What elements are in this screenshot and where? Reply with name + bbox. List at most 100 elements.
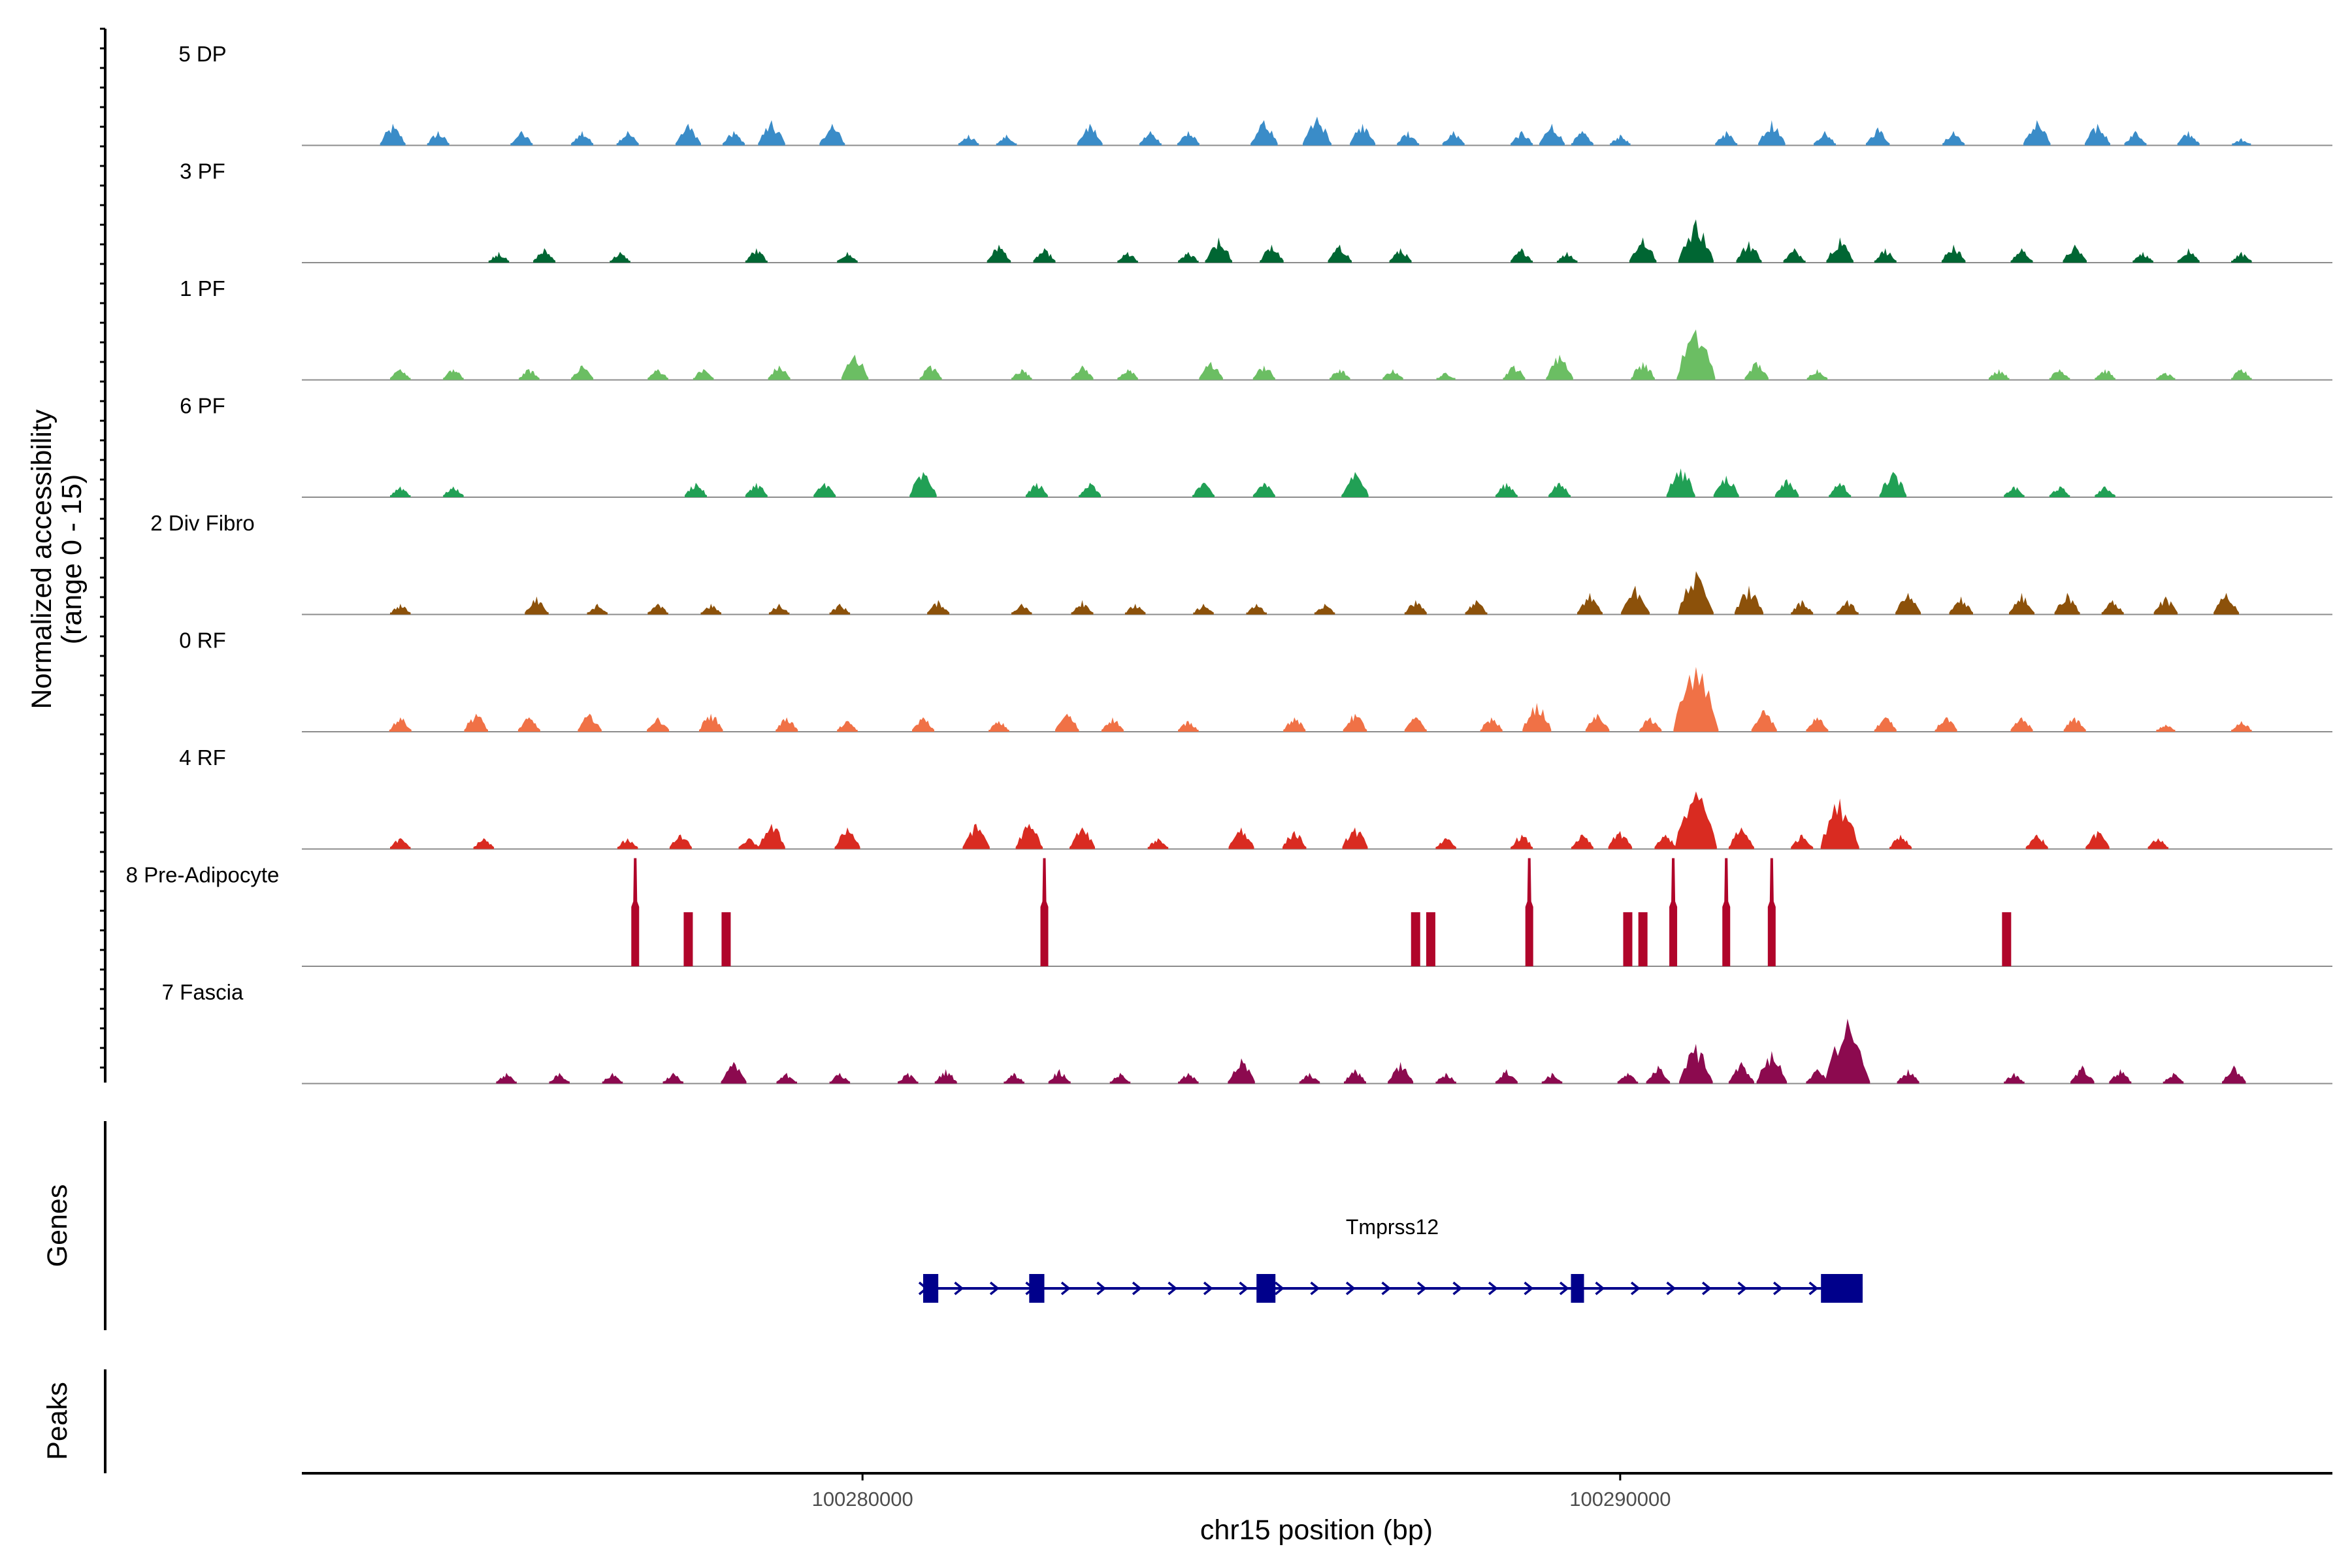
coverage-peak xyxy=(1260,244,1284,263)
track-8-pre-adipocyte: 8 Pre-Adipocyte xyxy=(126,858,2332,967)
track-label: 7 Fascia xyxy=(162,980,244,1004)
coverage-peak xyxy=(2063,244,2087,263)
exon-block xyxy=(1571,1274,1584,1303)
coverage-peak xyxy=(1435,838,1456,849)
coverage-peak xyxy=(1736,240,1762,263)
exon-block xyxy=(1821,1274,1863,1303)
coverage-peak xyxy=(962,823,990,849)
coverage-peak xyxy=(1744,361,1769,380)
coverage-peak xyxy=(1341,472,1369,497)
track-1-pf: 1 PF xyxy=(180,276,2332,381)
coverage-peak xyxy=(473,838,495,849)
coverage-peak xyxy=(683,912,693,966)
coverage-peak xyxy=(2023,120,2051,146)
strand-arrow xyxy=(1452,1281,1463,1296)
coverage-peak xyxy=(1836,600,1859,615)
coverage-peak xyxy=(2156,372,2176,380)
coverage-peak xyxy=(829,604,851,615)
coverage-peak xyxy=(496,1073,517,1084)
coverage-peak xyxy=(1666,468,1695,497)
track-4-rf: 4 RF xyxy=(179,745,2332,850)
coverage-peak xyxy=(1949,596,1973,615)
coverage-peak xyxy=(2156,725,2176,732)
coverage-peak xyxy=(1678,571,1714,615)
coverage-peak xyxy=(1556,252,1578,263)
coverage-peak xyxy=(768,604,790,615)
track-2-div-fibro: 2 Div Fibro xyxy=(150,511,2332,615)
coverage-peak xyxy=(1246,604,1267,615)
strand-arrow xyxy=(1772,1281,1783,1296)
coverage-peak xyxy=(1674,791,1717,849)
coverage-peak xyxy=(1638,912,1648,966)
coverage-peak xyxy=(1442,131,1465,146)
coverage-peak xyxy=(2177,131,2200,146)
coverage-peak xyxy=(927,600,950,615)
track-0-rf: 0 RF xyxy=(179,629,2332,732)
coverage-peak xyxy=(1897,1069,1919,1084)
genes-axis-title: Genes xyxy=(42,1184,73,1267)
coverage-peak xyxy=(1025,482,1048,497)
coverage-peak xyxy=(675,123,701,146)
coverage-peak xyxy=(1397,131,1420,146)
coverage-peak xyxy=(745,248,768,263)
coverage-peak xyxy=(1806,717,1829,732)
x-tick-label: 100280000 xyxy=(812,1488,913,1511)
track-label: 6 PF xyxy=(180,394,225,418)
coverage-peak xyxy=(525,596,549,615)
coverage-peak xyxy=(1071,600,1094,615)
coverage-peak xyxy=(1048,1069,1071,1084)
coverage-peak xyxy=(587,604,608,615)
coverage-peak xyxy=(443,369,464,380)
strand-arrow xyxy=(1310,1281,1320,1296)
coverage-peak xyxy=(2049,369,2070,380)
coverage-peak xyxy=(819,123,845,146)
coverage-peak xyxy=(2132,252,2153,263)
strand-arrow xyxy=(1737,1281,1748,1296)
coverage-peak xyxy=(1388,1062,1414,1084)
coverage-peak xyxy=(1639,717,1662,732)
coverage-peak xyxy=(837,252,858,263)
coverage-peak xyxy=(1585,713,1610,732)
coverage-peak xyxy=(2085,830,2110,849)
coverage-peak xyxy=(2054,593,2080,615)
track-7-fascia: 7 Fascia xyxy=(162,980,2332,1085)
coverage-peak xyxy=(2231,252,2252,263)
coverage-peak xyxy=(1722,858,1731,966)
coverage-peak xyxy=(693,369,714,380)
coverage-peak xyxy=(1679,1043,1713,1084)
coverage-peak xyxy=(2070,1065,2095,1084)
strand-arrow xyxy=(1808,1281,1819,1296)
coverage-peak xyxy=(1631,361,1655,380)
coverage-peak xyxy=(1751,710,1777,732)
coverage-peak xyxy=(488,252,510,263)
coverage-peak xyxy=(745,482,768,497)
coverage-peak xyxy=(2095,486,2115,497)
coverage-peak xyxy=(934,1069,957,1084)
coverage-peak xyxy=(1511,834,1533,849)
coverage-peak xyxy=(1715,131,1738,146)
coverage-peak xyxy=(1033,248,1056,263)
exon-block xyxy=(1029,1274,1045,1303)
coverage-peak xyxy=(1124,604,1146,615)
coverage-peak xyxy=(1503,365,1526,380)
strand-arrow xyxy=(954,1281,964,1296)
coverage-peak xyxy=(1283,717,1306,732)
coverage-peak xyxy=(1525,858,1533,966)
coverage-peak xyxy=(1826,237,1854,263)
coverage-peak xyxy=(738,838,759,849)
coverage-peak xyxy=(549,1073,570,1084)
coverage-peak xyxy=(616,131,639,146)
coverage-peak xyxy=(2095,369,2115,380)
coverage-peak xyxy=(571,365,594,380)
coverage-peak xyxy=(1806,369,1828,380)
coverage-peak xyxy=(464,713,488,732)
coverage-peak xyxy=(1252,365,1275,380)
coverage-peak xyxy=(1069,827,1095,849)
coverage-peak xyxy=(988,721,1009,732)
coverage-peak xyxy=(1829,482,1852,497)
coverage-peak xyxy=(2232,138,2251,146)
coverage-peak xyxy=(1756,1051,1788,1084)
track-3-pf: 3 PF xyxy=(180,159,2332,263)
coverage-peak xyxy=(1077,123,1103,146)
coverage-peak xyxy=(2101,600,2124,615)
